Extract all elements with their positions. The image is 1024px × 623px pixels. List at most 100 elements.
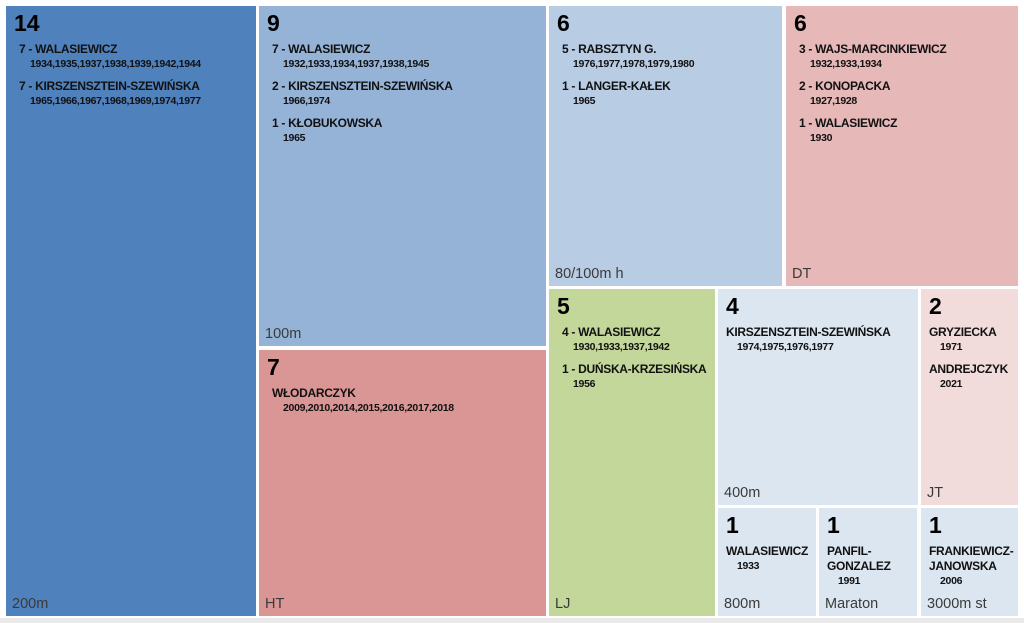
athlete-entry: WŁODARCZYK 2009,2010,2014,2015,2016,2017,… [272,386,542,415]
athlete-name: GRYZIECKA [929,325,997,339]
record-years: 1956 [573,378,596,390]
tile-category-label: 3000m st [927,596,987,612]
athlete-name: 7 - WALASIEWICZ [272,42,371,56]
tile-entries: PANFIL-GONZALEZ 1991 [827,544,913,596]
record-years: 1976,1977,1978,1979,1980 [573,58,695,70]
tile-count: 1 [726,512,739,538]
tile-jt: 2 GRYZIECKA 1971 ANDREJCZYK 2021 JT [921,289,1018,505]
athlete-name: 3 - WAJS-MARCINKIEWICZ [799,42,947,56]
tile-category-label: LJ [555,596,571,612]
tile-category-label: 80/100m h [555,266,624,282]
record-years: 1932,1933,1934,1937,1938,1945 [283,58,430,70]
tile-lj: 5 4 - WALASIEWICZ 1930,1933,1937,1942 1 - D… [549,289,715,616]
tile-category-label: JT [927,485,944,501]
athlete-entry: 5 - RABSZTYN G. 1976,1977,1978,1979,1980 [562,42,778,71]
athlete-entry: 1 - DUŃSKA-KRZESIŃSKA 1956 [562,362,711,391]
tile-category-label: Maraton [825,596,879,612]
tile-entries: GRYZIECKA 1971 ANDREJCZYK 2021 [929,325,1014,399]
athlete-name: 1 - LANGER-KAŁEK [562,79,671,93]
athlete-entry: 2 - KONOPACKA 1927,1928 [799,79,1014,108]
athlete-entry: 1 - LANGER-KAŁEK 1965 [562,79,778,108]
athlete-name: 4 - WALASIEWICZ [562,325,661,339]
tile-3000m-st: 1 FRANKIEWICZ-JANOWSKA 2006 3000m st [921,508,1018,616]
athlete-name: 1 - DUŃSKA-KRZESIŃSKA [562,362,707,376]
tile-count: 1 [827,512,840,538]
athlete-entry: 2 - KIRSZENSZTEIN-SZEWIŃSKA 1966,1974 [272,79,542,108]
tile-800m: 1 WALASIEWICZ 1933 800m [718,508,816,616]
athlete-entry: 1 - WALASIEWICZ 1930 [799,116,1014,145]
tile-dt: 6 3 - WAJS-MARCINKIEWICZ 1932,1933,1934 2 -… [786,6,1018,286]
tile-count: 14 [14,10,40,36]
athlete-name: 1 - WALASIEWICZ [799,116,898,130]
athlete-entry: PANFIL-GONZALEZ 1991 [827,544,913,588]
record-years: 2006 [940,575,963,587]
athlete-name: 7 - KIRSZENSZTEIN-SZEWIŃSKA [19,79,200,93]
record-years: 1971 [940,341,963,353]
tile-entries: FRANKIEWICZ-JANOWSKA 2006 [929,544,1014,596]
athlete-name: 7 - WALASIEWICZ [19,42,118,56]
athlete-entry: KIRSZENSZTEIN-SZEWIŃSKA 1974,1975,1976,19… [726,325,914,354]
record-years: 1930 [810,132,833,144]
tile-count: 4 [726,293,739,319]
tile-entries: 7 - WALASIEWICZ 1934,1935,1937,1938,1939,… [19,42,252,116]
athlete-entry: 3 - WAJS-MARCINKIEWICZ 1932,1933,1934 [799,42,1014,71]
tile-entries: 5 - RABSZTYN G. 1976,1977,1978,1979,1980 1… [562,42,778,116]
tile-400m: 4 KIRSZENSZTEIN-SZEWIŃSKA 1974,1975,1976,1… [718,289,918,505]
athlete-name: FRANKIEWICZ-JANOWSKA [929,544,1014,573]
tile-count: 9 [267,10,280,36]
record-years: 1927,1928 [810,95,857,107]
tile-category-label: 100m [265,326,302,342]
record-years: 1965 [283,132,306,144]
record-years: 1930,1933,1937,1942 [573,341,670,353]
athlete-name: WŁODARCZYK [272,386,356,400]
tile-entries: 7 - WALASIEWICZ 1932,1933,1934,1937,1938,… [272,42,542,153]
athlete-entry: 7 - KIRSZENSZTEIN-SZEWIŃSKA 1965,1966,196… [19,79,252,108]
record-years: 1966,1974 [283,95,330,107]
athlete-entry: GRYZIECKA 1971 [929,325,1014,354]
tile-entries: WALASIEWICZ 1933 [726,544,812,581]
athlete-entry: 4 - WALASIEWICZ 1930,1933,1937,1942 [562,325,711,354]
athlete-name: KIRSZENSZTEIN-SZEWIŃSKA [726,325,891,339]
tile-category-label: 400m [724,485,761,501]
tile-entries: WŁODARCZYK 2009,2010,2014,2015,2016,2017,… [272,386,542,423]
athlete-name: PANFIL-GONZALEZ [827,544,891,573]
athlete-name: 2 - KONOPACKA [799,79,891,93]
record-years: 1974,1975,1976,1977 [737,341,834,353]
tile-entries: KIRSZENSZTEIN-SZEWIŃSKA 1974,1975,1976,19… [726,325,914,362]
tile-count: 1 [929,512,942,538]
athlete-name: ANDREJCZYK [929,362,1009,376]
tile-category-label: HT [265,596,285,612]
athlete-entry: 7 - WALASIEWICZ 1934,1935,1937,1938,1939,… [19,42,252,71]
tile-count: 2 [929,293,942,319]
record-years: 1932,1933,1934 [810,58,882,70]
record-years: 2009,2010,2014,2015,2016,2017,2018 [283,402,454,414]
record-years: 1965 [573,95,596,107]
tile-entries: 3 - WAJS-MARCINKIEWICZ 1932,1933,1934 2 - … [799,42,1014,153]
record-years: 1934,1935,1937,1938,1939,1942,1944 [30,58,201,70]
tile-ht: 7 WŁODARCZYK 2009,2010,2014,2015,2016,2017… [259,350,546,616]
athlete-entry: 1 - KŁOBUKOWSKA 1965 [272,116,542,145]
athlete-entry: ANDREJCZYK 2021 [929,362,1014,391]
athlete-entry: WALASIEWICZ 1933 [726,544,812,573]
record-years: 1991 [838,575,861,587]
record-years: 2021 [940,378,963,390]
tile-category-label: DT [792,266,812,282]
athlete-name: 2 - KIRSZENSZTEIN-SZEWIŃSKA [272,79,453,93]
tile-200m: 14 7 - WALASIEWICZ 1934,1935,1937,1938,193… [6,6,256,616]
record-years: 1933 [737,560,760,572]
tile-count: 6 [557,10,570,36]
athlete-entry: FRANKIEWICZ-JANOWSKA 2006 [929,544,1014,588]
tile-category-label: 200m [12,596,49,612]
tile-category-label: 800m [724,596,761,612]
athlete-entry: 7 - WALASIEWICZ 1932,1933,1934,1937,1938,… [272,42,542,71]
athlete-name: WALASIEWICZ [726,544,809,558]
tile-maraton: 1 PANFIL-GONZALEZ 1991 Maraton [819,508,917,616]
athlete-name: 1 - KŁOBUKOWSKA [272,116,383,130]
tile-count: 6 [794,10,807,36]
athlete-name: 5 - RABSZTYN G. [562,42,657,56]
record-years: 1965,1966,1967,1968,1969,1974,1977 [30,95,201,107]
bottom-border [0,618,1024,623]
tile-entries: 4 - WALASIEWICZ 1930,1933,1937,1942 1 - DU… [562,325,711,399]
tile-80-100m-h: 6 5 - RABSZTYN G. 1976,1977,1978,1979,1980… [549,6,782,286]
